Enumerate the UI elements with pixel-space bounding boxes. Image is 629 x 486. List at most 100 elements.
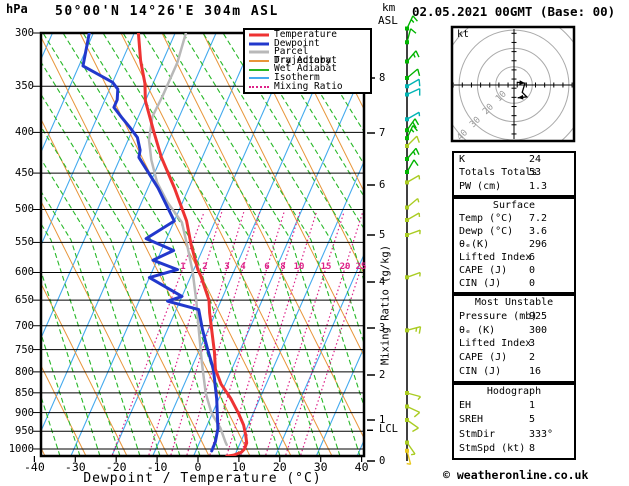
panel-row: StmSpd (kt) 8 bbox=[454, 442, 574, 456]
legend-swatch-parcel-trajectory bbox=[249, 50, 269, 54]
wind-barb bbox=[405, 50, 420, 64]
legend-item: Temperature bbox=[245, 30, 370, 40]
wind-barb bbox=[405, 229, 421, 237]
km-tick-label: 6 bbox=[379, 179, 386, 191]
hodograph-ring-label: 30 bbox=[468, 115, 483, 130]
mixing-ratio-value-label: 1 bbox=[180, 262, 186, 272]
panel-hodograph: Hodograph EH 1 SREH 5 StmDir 333° StmSpd (kt) 8 bbox=[452, 383, 576, 460]
panel-row: PW (cm) 1.3 bbox=[454, 180, 574, 193]
panel-row-label: Temp (°C) bbox=[459, 213, 514, 224]
pressure-tick-label: 650 bbox=[15, 294, 34, 307]
panel-row-value: 296 bbox=[529, 239, 548, 250]
temperature-curve bbox=[136, 33, 249, 456]
legend-swatch-mixing-ratio bbox=[249, 85, 269, 88]
wind-barb bbox=[405, 271, 421, 280]
panel-row-value: 0 bbox=[529, 278, 536, 289]
mixing-ratio-value-label: 4 bbox=[240, 262, 246, 272]
hodograph-ring-label: 40 bbox=[455, 128, 470, 143]
legend-label: Dry Adiabat bbox=[274, 54, 337, 66]
panel-row-label: Lifted Index bbox=[459, 252, 532, 263]
wind-barb bbox=[405, 147, 420, 161]
temperature-tick-label: -40 bbox=[24, 460, 45, 474]
km-tick-label: 7 bbox=[379, 127, 386, 139]
wind-barb bbox=[405, 125, 418, 141]
temperature-tick-label: 10 bbox=[231, 460, 246, 474]
km-tick-label: 5 bbox=[379, 229, 386, 241]
wind-barb bbox=[405, 326, 422, 334]
panel-row: CAPE (J) 0 bbox=[454, 264, 574, 277]
panel-row-label: θₑ (K) bbox=[459, 324, 496, 336]
pressure-axis-unit: hPa bbox=[6, 2, 28, 16]
wind-barb bbox=[405, 440, 416, 456]
panel-row-value: 925 bbox=[529, 310, 548, 322]
legend-swatch-wet-adiabat bbox=[249, 68, 269, 71]
panel-row: θₑ (K) 300 bbox=[454, 324, 574, 338]
wind-barb bbox=[405, 15, 418, 31]
pressure-tick-label: 350 bbox=[15, 80, 34, 93]
station-title: 50°00'N 14°26'E 304m ASL bbox=[55, 4, 279, 19]
dewpoint-curve bbox=[81, 33, 220, 453]
lcl-label: LCL bbox=[379, 423, 398, 435]
mixing-ratio-axis-label: Mixing Ratio (g/kg) bbox=[379, 244, 392, 366]
temperature-tick-label: -10 bbox=[146, 460, 168, 474]
panel-row: Temp (°C) 7.2 bbox=[454, 212, 574, 225]
wind-barb bbox=[405, 159, 419, 174]
temperature-tick-label: 40 bbox=[354, 460, 369, 474]
temperature-tick-label: 30 bbox=[313, 460, 328, 474]
wind-barb bbox=[405, 448, 412, 465]
wind-barb bbox=[405, 391, 422, 401]
panel-row-value: 1 bbox=[529, 400, 536, 412]
wind-barb bbox=[405, 87, 421, 97]
temperature-tick-label: -20 bbox=[105, 460, 127, 474]
pressure-tick-label: 550 bbox=[15, 236, 34, 249]
panel-row-label: CIN (J) bbox=[459, 366, 502, 378]
pressure-tick-label: 1000 bbox=[8, 442, 34, 455]
panel-row-value: 24 bbox=[529, 154, 542, 165]
temperature-tick-label: 0 bbox=[194, 460, 202, 474]
pressure-tick-label: 700 bbox=[15, 319, 34, 332]
panel-row: Lifted Index 3 bbox=[454, 337, 574, 351]
temperature-tick-label: 20 bbox=[272, 460, 287, 474]
legend-swatch-dry-adiabat bbox=[249, 60, 269, 63]
mixing-ratio-value-label: 6 bbox=[264, 262, 270, 272]
wind-barb bbox=[405, 418, 419, 433]
wind-barb bbox=[405, 212, 421, 222]
km-tick-label: 3 bbox=[379, 322, 386, 334]
legend-swatch-dewpoint bbox=[249, 42, 269, 46]
altitude-axis-unit-km: km bbox=[382, 1, 396, 14]
panel-title: Surface bbox=[492, 200, 536, 211]
wind-barb-column bbox=[405, 15, 422, 465]
panel-row: K 24 bbox=[454, 153, 574, 166]
pressure-gridlines bbox=[33, 32, 364, 450]
legend: Temperature Dewpoint Parcel Trajectory Dry … bbox=[243, 28, 372, 94]
wind-barb bbox=[405, 78, 421, 89]
km-tick-label: 8 bbox=[379, 72, 386, 84]
panel-row-value: 2 bbox=[529, 352, 536, 364]
parcel-trajectory-curve bbox=[147, 33, 228, 447]
panel-row-label: PW (cm) bbox=[459, 180, 502, 192]
wind-barb bbox=[405, 404, 421, 418]
km-axis-ticks bbox=[367, 77, 375, 462]
panel-row: SREH 5 bbox=[454, 413, 574, 427]
pressure-tick-label: 400 bbox=[15, 126, 34, 139]
hodograph-trace bbox=[516, 80, 529, 100]
panel-row: CAPE (J) 2 bbox=[454, 351, 574, 365]
panel-row-value: 53 bbox=[529, 167, 542, 179]
panel-row-value: 6 bbox=[529, 252, 536, 263]
pressure-tick-label: 750 bbox=[15, 343, 34, 356]
legend-label: Wet Adiabat bbox=[274, 63, 337, 75]
panel-row-label: θₑ(K) bbox=[459, 239, 490, 250]
panel-row: Pressure (mb) 925 bbox=[454, 310, 574, 324]
panel-row-label: CAPE (J) bbox=[459, 352, 508, 364]
km-tick-label: 1 bbox=[379, 414, 386, 426]
legend-swatch-temperature bbox=[249, 33, 269, 37]
legend-label: Mixing Ratio bbox=[274, 80, 343, 92]
pressure-tick-label: 900 bbox=[15, 406, 34, 419]
legend-item: Parcel Trajectory bbox=[245, 47, 370, 65]
panel-row: CIN (J) 16 bbox=[454, 365, 574, 379]
panel-row-value: 5 bbox=[529, 414, 536, 426]
hodograph-frame bbox=[450, 25, 576, 143]
mixing-ratio-value-label: 25 bbox=[355, 262, 367, 272]
